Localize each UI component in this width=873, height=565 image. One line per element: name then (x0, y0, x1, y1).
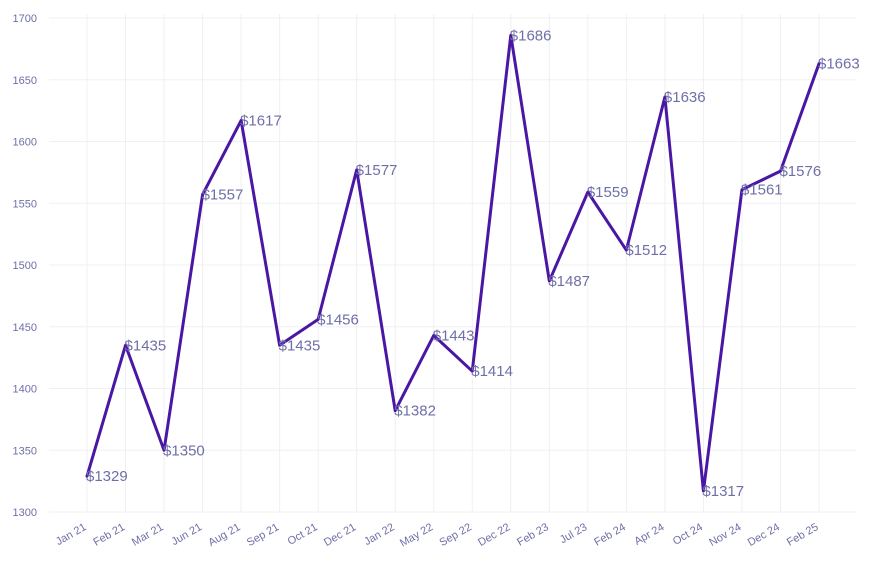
grid-layer (49, 14, 856, 513)
y-tick-label: 1550 (13, 198, 37, 210)
x-tick-label: Feb 25 (785, 521, 821, 549)
y-tick-label: 1500 (13, 260, 37, 272)
y-tick-label: 1350 (13, 445, 37, 457)
x-tick-label: Dec 24 (746, 521, 782, 549)
data-label: $1382 (394, 403, 436, 420)
y-axis: 1300 1350 1400 1450 1500 1550 1600 1650 1700 (13, 13, 37, 519)
x-tick-label: Mar 21 (130, 521, 166, 549)
data-label: $1435 (125, 337, 167, 354)
data-label: $1487 (548, 273, 590, 290)
data-label: $1557 (202, 187, 244, 204)
x-tick-label: Dec 21 (322, 521, 358, 549)
data-label: $1617 (240, 113, 282, 130)
x-tick-label: Feb 24 (592, 521, 628, 549)
data-label: $1456 (317, 311, 359, 328)
data-label: $1663 (818, 56, 860, 73)
x-tick-label: Apr 24 (632, 521, 666, 548)
x-tick-label: May 22 (398, 521, 435, 549)
x-axis: Jan 21 Feb 21 Mar 21 Jun 21 Aug 21 Sep 21 Oct … (54, 521, 821, 549)
data-label: $1559 (587, 184, 629, 201)
data-label: $1636 (664, 89, 706, 106)
x-tick-label: Feb 21 (91, 521, 127, 549)
data-label: $1686 (510, 27, 552, 44)
y-tick-label: 1450 (13, 322, 37, 334)
series-layer (85, 33, 821, 493)
data-label: $1512 (625, 242, 667, 259)
y-tick-label: 1600 (13, 137, 37, 149)
x-tick-label: Oct 24 (671, 521, 705, 548)
data-label: $1443 (433, 327, 475, 344)
x-tick-label: Sep 21 (245, 521, 281, 549)
data-label: $1414 (471, 363, 513, 380)
data-label: $1329 (86, 468, 128, 485)
x-tick-label: Feb 23 (515, 521, 551, 549)
data-label: $1576 (779, 163, 821, 180)
y-tick-label: 1700 (13, 13, 37, 25)
x-tick-label: Aug 21 (206, 521, 242, 549)
data-label: $1561 (741, 182, 783, 199)
series-line (85, 33, 821, 493)
x-tick-label: Dec 22 (476, 521, 512, 549)
x-tick-label: Jan 21 (54, 521, 89, 548)
data-label-layer: $1329 $1435 $1350 $1557 $1617 $1435 $1456 $1577… (86, 27, 860, 500)
x-tick-label: Oct 21 (286, 521, 320, 548)
x-tick-label: Jul 23 (558, 521, 589, 546)
x-tick-label: Sep 22 (438, 521, 474, 549)
y-tick-label: 1650 (13, 75, 37, 87)
data-label: $1317 (702, 483, 744, 500)
x-tick-label: Jan 22 (362, 521, 397, 548)
y-tick-label: 1400 (13, 384, 37, 396)
y-tick-label: 1300 (13, 507, 37, 519)
x-tick-label: Jun 21 (169, 521, 204, 548)
data-label: $1577 (356, 162, 398, 179)
data-label: $1350 (163, 442, 205, 459)
x-tick-label: Nov 24 (707, 521, 743, 549)
data-label: $1435 (279, 337, 321, 354)
